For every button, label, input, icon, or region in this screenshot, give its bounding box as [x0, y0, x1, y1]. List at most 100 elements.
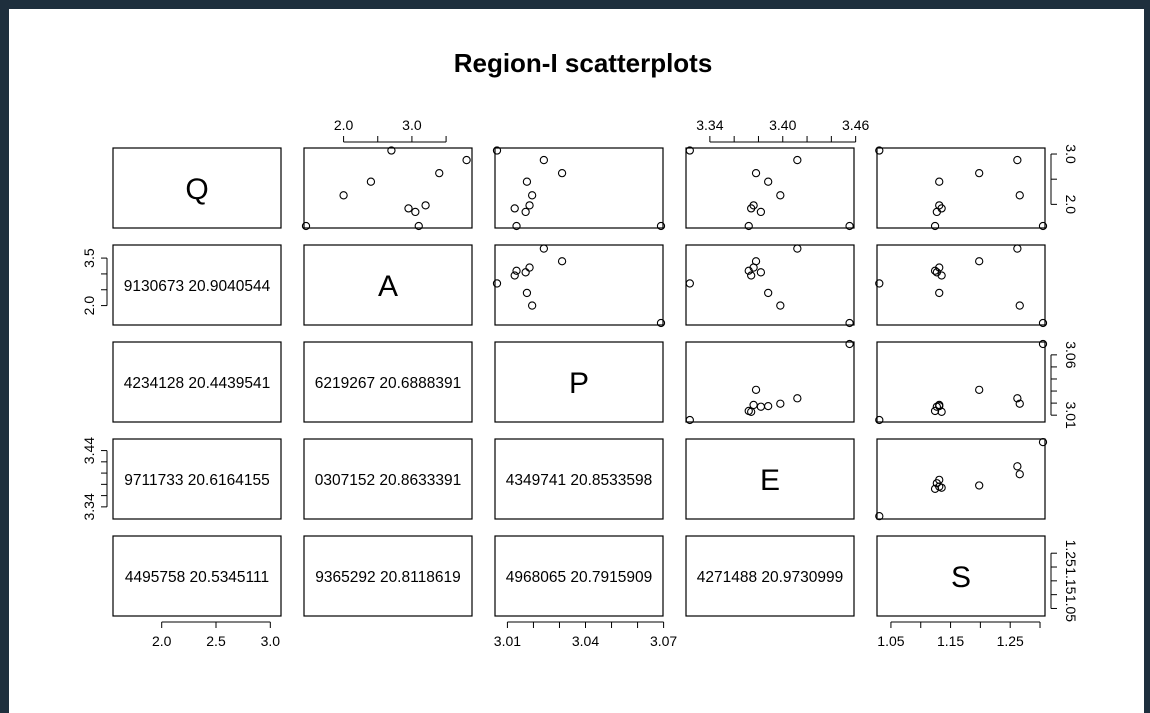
panel-border: [876, 341, 1046, 423]
correlation-text: 6219267 20.6888391: [315, 375, 462, 392]
tick-label: 1.25: [1063, 540, 1079, 567]
data-point: [421, 201, 430, 210]
panel-Q-S: [875, 146, 1048, 231]
panel-border: [876, 147, 1046, 229]
tick-label: 3.0: [1063, 144, 1079, 164]
data-point: [539, 244, 549, 253]
panel-S-E: 4271488 20.9730999: [685, 535, 855, 617]
panel-A-A: A: [303, 244, 473, 326]
data-point: [512, 221, 521, 231]
tick-label: 2.0: [81, 296, 97, 316]
data-point: [301, 221, 311, 231]
correlation-text: 9365292 20.8118619: [315, 569, 460, 586]
data-point: [845, 318, 854, 328]
panel-border: [685, 341, 855, 423]
data-point: [1038, 437, 1048, 447]
tick-label: 3.5: [81, 248, 97, 268]
panel-border: [876, 438, 1046, 520]
data-point: [525, 201, 534, 210]
data-point: [1013, 155, 1022, 165]
data-point: [404, 204, 413, 213]
data-point: [935, 475, 944, 484]
data-point: [875, 279, 884, 288]
data-point: [685, 415, 694, 425]
tick-label: 1.15: [937, 633, 964, 649]
variable-label-P: P: [569, 367, 589, 400]
panel-border: [303, 438, 473, 520]
panel-Q-A: [301, 146, 473, 231]
panel-S-Q: 4495758 20.5345111: [112, 535, 282, 617]
data-point: [749, 201, 758, 210]
panel-A-E: [685, 244, 855, 328]
panel-border: [494, 244, 664, 326]
data-point: [1015, 470, 1024, 479]
data-point: [930, 406, 940, 416]
panel-P-P: P: [494, 341, 664, 423]
panel-P-E: [685, 339, 855, 425]
data-point: [1013, 244, 1022, 253]
panel-border: [685, 244, 855, 326]
panel-border: [303, 535, 473, 617]
variable-label-E: E: [760, 464, 780, 497]
panel-border: [685, 147, 855, 229]
data-point: [935, 263, 944, 272]
panel-P-A: 6219267 20.6888391: [303, 341, 473, 423]
variable-label-S: S: [951, 561, 971, 594]
tick-label: 2.0: [1063, 195, 1079, 215]
panel-border: [494, 535, 664, 617]
data-point: [685, 279, 694, 288]
data-point: [1015, 191, 1024, 200]
tick-label: 1.05: [1063, 595, 1079, 622]
panel-border: [494, 438, 664, 520]
data-point: [557, 169, 567, 178]
data-point: [749, 400, 758, 410]
tick-label: 3.34: [81, 493, 97, 520]
panel-border: [494, 147, 664, 229]
data-point: [1038, 339, 1048, 349]
panel-A-Q: 9130673 20.9040544: [112, 244, 282, 326]
panel-Q-Q: Q: [112, 147, 282, 229]
correlation-text: 4234128 20.4439541: [124, 375, 271, 392]
data-point: [793, 155, 802, 165]
panel-border: [112, 341, 282, 423]
panel-E-S: [875, 437, 1048, 521]
panel-border: [303, 244, 473, 326]
data-point: [462, 155, 471, 165]
panel-S-P: 4968065 20.7915909: [494, 535, 664, 617]
tick-label: 2.0: [152, 633, 172, 649]
data-point: [935, 177, 944, 186]
data-point: [930, 221, 940, 231]
panel-A-P: [492, 244, 666, 328]
data-point: [366, 177, 376, 186]
tick-label: 3.46: [842, 117, 869, 133]
data-point: [875, 146, 884, 155]
data-point: [935, 288, 944, 298]
data-point: [756, 402, 766, 411]
data-point: [522, 288, 532, 298]
tick-label: 3.0: [261, 633, 281, 649]
panel-border: [494, 341, 664, 423]
data-point: [510, 204, 519, 213]
correlation-text: 4968065 20.7915909: [506, 569, 653, 586]
data-point: [845, 339, 854, 349]
data-point: [776, 191, 785, 200]
data-point: [411, 207, 420, 217]
panel-border: [112, 535, 282, 617]
tick-label: 3.01: [1063, 402, 1079, 429]
data-point: [492, 146, 502, 155]
panel-P-Q: 4234128 20.4439541: [112, 341, 282, 423]
data-point: [751, 257, 761, 266]
correlation-text: 0307152 20.8633391: [315, 472, 462, 489]
data-point: [756, 207, 766, 217]
data-point: [539, 155, 549, 165]
data-point: [744, 221, 753, 231]
correlation-text: 4271488 20.9730999: [697, 569, 844, 586]
data-point: [1038, 221, 1048, 231]
data-point: [656, 221, 666, 231]
data-point: [751, 385, 761, 394]
tick-label: 3.06: [1063, 341, 1079, 368]
data-point: [510, 271, 519, 280]
data-point: [521, 268, 530, 277]
data-point: [492, 279, 502, 288]
panel-E-P: 4349741 20.8533598: [494, 438, 664, 520]
